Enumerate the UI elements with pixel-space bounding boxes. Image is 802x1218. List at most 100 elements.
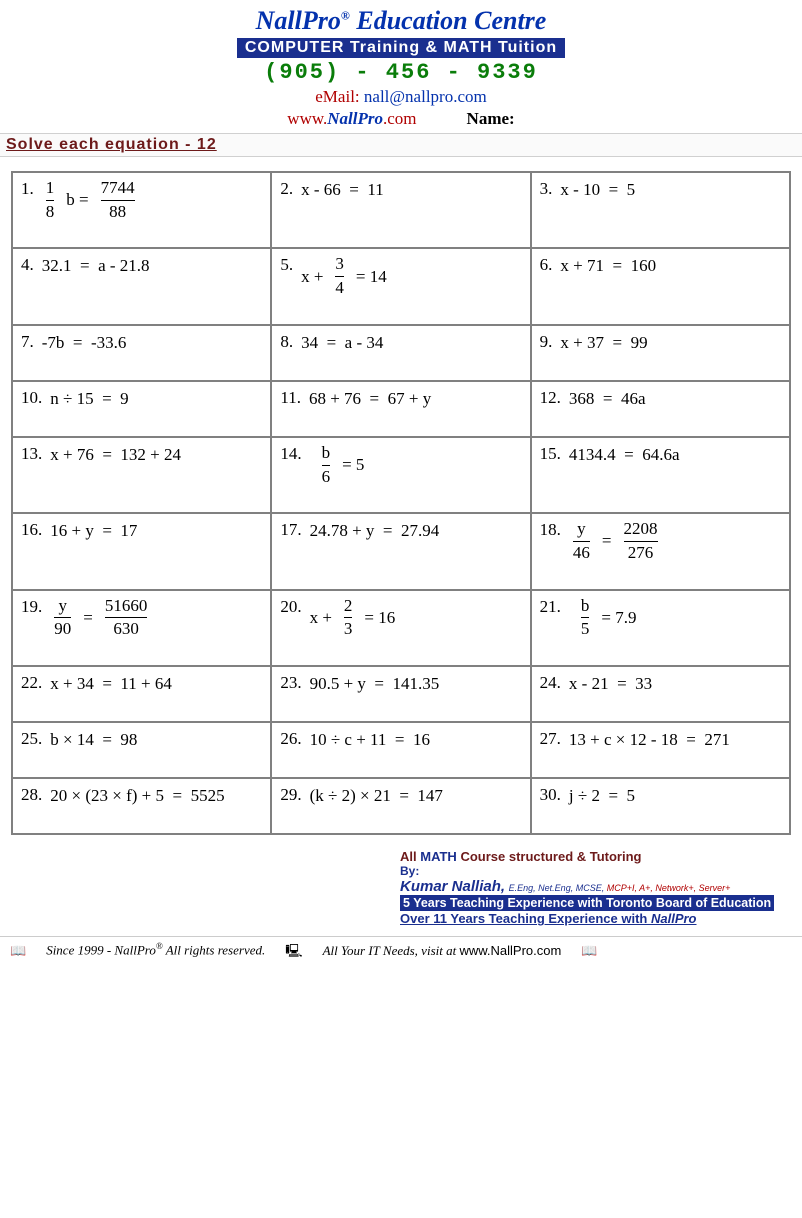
- footer-math: MATH: [420, 849, 457, 864]
- problem-cell: 21. b5= 7.9: [540, 597, 781, 639]
- grid-cell: 24.x - 21 = 33: [531, 666, 790, 722]
- problem-cell: 30.j ÷ 2 = 5: [540, 785, 781, 807]
- grid-cell: 8.34 = a - 34: [271, 325, 530, 381]
- it-needs-text: All Your IT Needs, visit at www.NallPro.…: [323, 943, 562, 959]
- copyright-text: Since 1999 - NallPro® All rights reserve…: [46, 941, 265, 958]
- name-label: Name:: [467, 109, 515, 129]
- brand-sup: ®: [341, 8, 350, 22]
- problem-cell: 16. 16 + y = 17: [21, 520, 262, 542]
- footer-rest: Course structured & Tutoring: [457, 849, 642, 864]
- problem-equation: x + 71 = 160: [560, 255, 656, 277]
- grid-cell: 1. 18 b =774488: [12, 172, 271, 248]
- problem-number: 11.: [280, 388, 301, 408]
- brand-title: NallPro® Education Centre: [0, 6, 802, 36]
- grid-cell: 19. y90=51660630: [12, 590, 271, 666]
- problem-number: 19.: [21, 597, 42, 617]
- www-pre: www.: [287, 109, 327, 128]
- footer-bot-brand: NallPro: [651, 911, 697, 926]
- email-value: nall@nallpro.com: [364, 87, 487, 106]
- problem-equation: 68 + 76 = 67 + y: [309, 388, 431, 410]
- grid-cell: 22.x + 34 = 11 + 64: [12, 666, 271, 722]
- grid-cell: 6.x + 71 = 160: [531, 248, 790, 324]
- footer-bot-pre: Over 11 Years Teaching Experience with: [400, 911, 651, 926]
- problem-number: 9.: [540, 332, 553, 352]
- problem-number: 16.: [21, 520, 42, 540]
- problem-cell: 5.x +34= 14: [280, 255, 521, 297]
- grid-cell: 3.x - 10 = 5: [531, 172, 790, 248]
- problem-cell: 25.b × 14 = 98: [21, 729, 262, 751]
- email-line: eMail: nall@nallpro.com: [0, 87, 802, 107]
- problem-equation: 16 + y = 17: [50, 520, 137, 542]
- problem-equation: (k ÷ 2) × 21 = 147: [310, 785, 443, 807]
- email-label: eMail:: [315, 87, 359, 106]
- problem-number: 18.: [540, 520, 561, 540]
- problem-equation: 4134.4 = 64.6a: [569, 444, 680, 466]
- problem-equation: 90.5 + y = 141.35: [310, 673, 440, 695]
- problem-number: 7.: [21, 332, 34, 352]
- problem-number: 10.: [21, 388, 42, 408]
- grid-cell: 30.j ÷ 2 = 5: [531, 778, 790, 834]
- problem-cell: 15.4134.4 = 64.6a: [540, 444, 781, 466]
- problem-cell: 3.x - 10 = 5: [540, 179, 781, 201]
- problem-equation: x - 66 = 11: [301, 179, 384, 201]
- footer-block: All MATH Course structured & Tutoring By…: [0, 849, 802, 926]
- problem-equation: 368 = 46a: [569, 388, 646, 410]
- grid-cell: 12. 368 = 46a: [531, 381, 790, 437]
- problem-equation: x +23= 16: [310, 597, 396, 639]
- book-icon-2: 📖: [581, 943, 597, 959]
- grid-cell: 17.24.78 + y = 27.94: [271, 513, 530, 589]
- grid-cell: 27. 13 + c × 12 - 18 = 271: [531, 722, 790, 778]
- grid-cell: 5.x +34= 14: [271, 248, 530, 324]
- problem-number: 23.: [280, 673, 301, 693]
- problem-number: 1.: [21, 179, 34, 199]
- problem-number: 17.: [280, 520, 301, 540]
- computer-icon: 🖳: [285, 942, 302, 964]
- problem-equation: b5= 7.9: [569, 597, 637, 639]
- problem-cell: 13.x + 76 = 132 + 24: [21, 444, 262, 466]
- problem-equation: 13 + c × 12 - 18 = 271: [569, 729, 730, 751]
- problem-number: 21.: [540, 597, 561, 617]
- brand-pre: NallPro: [256, 6, 341, 35]
- problem-equation: x + 37 = 99: [560, 332, 647, 354]
- problem-cell: 10.n ÷ 15 = 9: [21, 388, 262, 410]
- brand-post: Education Centre: [350, 6, 546, 35]
- problem-number: 28.: [21, 785, 42, 805]
- worksheet-title: Solve each equation - 12: [6, 136, 217, 153]
- problem-cell: 29. (k ÷ 2) × 21 = 147: [280, 785, 521, 807]
- worksheet-header: NallPro® Education Centre COMPUTER Train…: [0, 0, 802, 129]
- problem-cell: 9. x + 37 = 99: [540, 332, 781, 354]
- problem-equation: y90=51660630: [50, 597, 151, 639]
- footer-all: All: [400, 849, 420, 864]
- problem-cell: 8.34 = a - 34: [280, 332, 521, 354]
- problem-number: 8.: [280, 332, 293, 352]
- www-post: .com: [383, 109, 417, 128]
- problem-grid: 1.18 b =7744882.x - 66 = 113.x - 10 = 54…: [11, 171, 791, 835]
- problem-cell: 22.x + 34 = 11 + 64: [21, 673, 262, 695]
- problem-cell: 6.x + 71 = 160: [540, 255, 781, 277]
- grid-cell: 18.y46=2208276: [531, 513, 790, 589]
- problem-number: 30.: [540, 785, 561, 805]
- problem-cell: 4.32.1 = a - 21.8: [21, 255, 262, 277]
- problem-number: 29.: [280, 785, 301, 805]
- problem-cell: 24.x - 21 = 33: [540, 673, 781, 695]
- problem-number: 13.: [21, 444, 42, 464]
- grid-cell: 15.4134.4 = 64.6a: [531, 437, 790, 513]
- problem-number: 14.: [280, 444, 301, 464]
- subhead-bar: COMPUTER Training & MATH Tuition: [237, 38, 565, 58]
- problem-equation: x - 21 = 33: [569, 673, 652, 695]
- www-row: www.NallPro.com Name:: [0, 109, 802, 129]
- grid-cell: 14.b6= 5: [271, 437, 530, 513]
- problem-equation: 18 b =774488: [42, 179, 139, 221]
- problem-number: 12.: [540, 388, 561, 408]
- problem-cell: 27. 13 + c × 12 - 18 = 271: [540, 729, 781, 751]
- problem-cell: 17.24.78 + y = 27.94: [280, 520, 521, 542]
- problem-cell: 1. 18 b =774488: [21, 179, 262, 221]
- book-icon: 📖: [10, 943, 26, 959]
- problem-number: 20.: [280, 597, 301, 617]
- problem-equation: x - 10 = 5: [560, 179, 635, 201]
- problem-number: 27.: [540, 729, 561, 749]
- phone-number: (905) - 456 - 9339: [0, 60, 802, 85]
- grid-cell: 13.x + 76 = 132 + 24: [12, 437, 271, 513]
- grid-cell: 21. b5= 7.9: [531, 590, 790, 666]
- author-name: Kumar Nalliah,: [400, 878, 505, 895]
